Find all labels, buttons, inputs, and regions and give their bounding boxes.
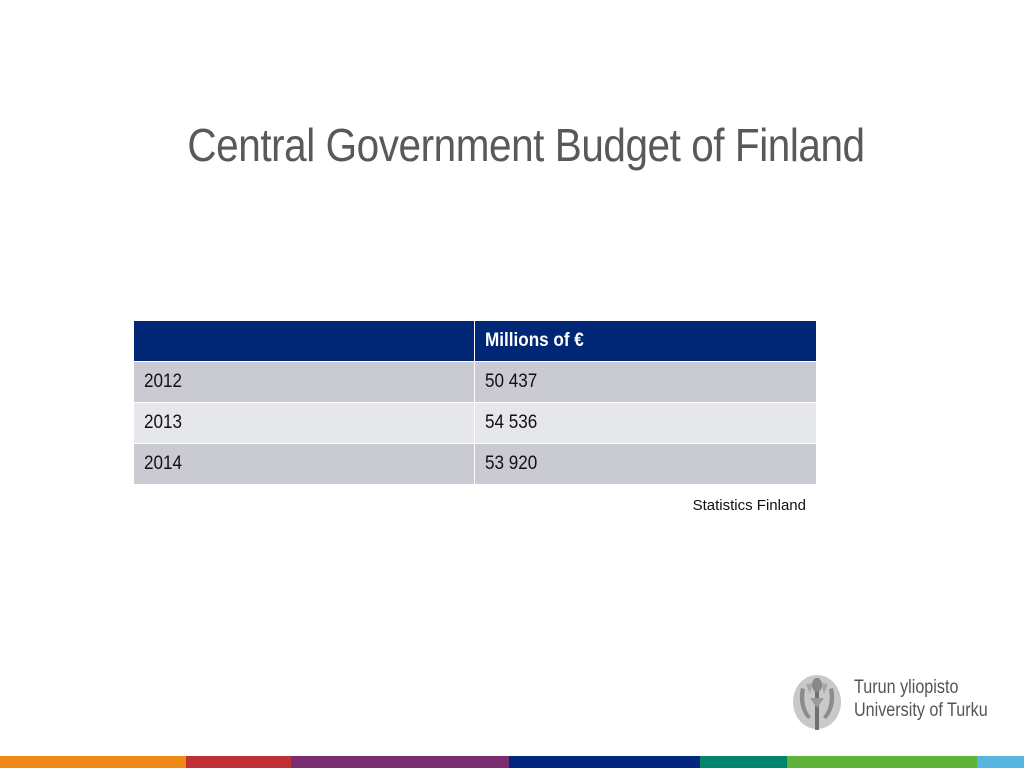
color-bar-orange [0,756,186,768]
value-cell: 54 536 [474,402,817,444]
budget-table: Millions of € 2012 50 437 2013 54 536 20… [133,320,817,485]
table-row: 2012 50 437 [133,361,817,403]
year-cell: 2014 [133,443,475,485]
value-cell: 53 920 [474,443,817,485]
value-cell: 50 437 [474,361,817,403]
source-note: Statistics Finland [692,497,806,514]
table-row: 2013 54 536 [133,402,817,444]
color-bar-navy [509,756,700,768]
university-logo: Turun yliopisto University of Turku [792,672,1004,734]
table-header-row: Millions of € [133,320,817,362]
header-millions: Millions of € [474,320,817,362]
footer-color-bar [0,756,1024,768]
color-bar-green [787,756,977,768]
slide-title: Central Government Budget of Finland [187,119,865,171]
header-year [133,320,475,362]
color-bar-lightblue [977,756,1024,768]
university-emblem-icon [793,675,841,730]
year-cell: 2013 [133,402,475,444]
logo-line-finnish: Turun yliopisto [854,677,959,698]
color-bar-teal [700,756,787,768]
year-cell: 2012 [133,361,475,403]
color-bar-purple [291,756,509,768]
header-millions-label: Millions of € [485,330,584,351]
logo-line-english: University of Turku [854,700,988,721]
color-bar-red [186,756,291,768]
table-row: 2014 53 920 [133,443,817,485]
